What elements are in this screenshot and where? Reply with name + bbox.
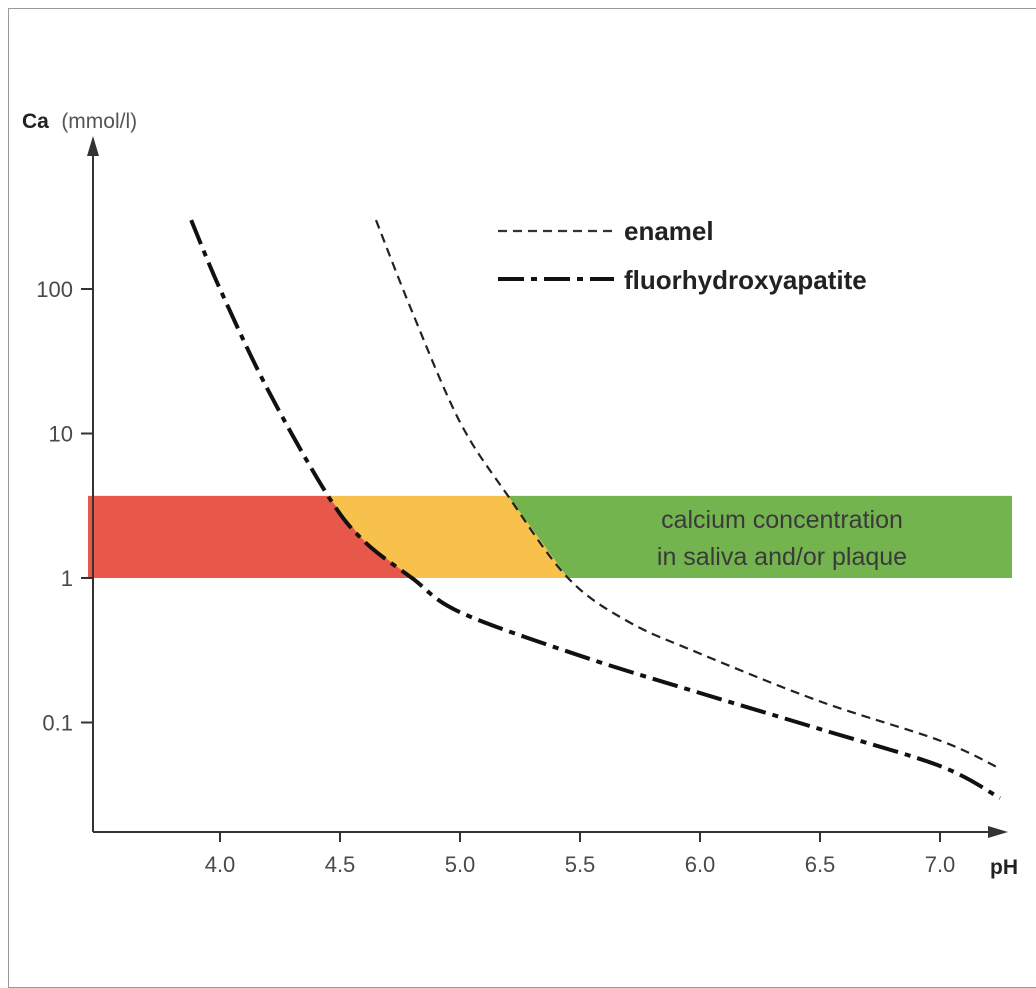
x-tick-label: 6.5 <box>805 852 836 877</box>
x-ticks: 4.0 4.5 5.0 5.5 6.0 6.5 7.0 <box>205 832 956 877</box>
y-ticks: 0.1 1 10 100 <box>36 277 93 736</box>
series-line-enamel <box>374 219 1001 770</box>
x-axis-label: pH <box>990 856 1018 879</box>
x-axis-arrow <box>988 826 1008 838</box>
x-tick-label: 5.0 <box>445 852 476 877</box>
legend: enamel fluorhydroxyapatite <box>498 216 867 295</box>
y-axis-name: Ca <box>22 110 49 133</box>
band-zone-yellow <box>328 495 568 578</box>
band-zone-red <box>88 495 412 578</box>
legend-label-enamel: enamel <box>624 216 714 246</box>
y-tick-label: 10 <box>49 422 73 447</box>
x-tick-label: 4.0 <box>205 852 236 877</box>
chart: calcium concentration in saliva and/or p… <box>22 110 1018 879</box>
y-axis-arrow <box>87 136 99 156</box>
y-axis-unit: (mmol/l) <box>61 110 137 133</box>
band-label-line-2: in saliva and/or plaque <box>657 543 907 571</box>
axes <box>87 136 1008 838</box>
y-tick-label: 0.1 <box>42 711 73 736</box>
y-axis-label: Ca (mmol/l) <box>22 110 137 133</box>
series-line-fluorhydroxyapatite <box>189 219 1001 800</box>
x-tick-label: 6.0 <box>685 852 716 877</box>
band-label-line-1: calcium concentration <box>661 506 903 534</box>
x-tick-label: 5.5 <box>565 852 596 877</box>
band-zone-green <box>508 495 1012 578</box>
x-tick-label: 4.5 <box>325 852 356 877</box>
series-group <box>189 219 1001 800</box>
calcium-band <box>88 495 1012 578</box>
y-tick-label: 100 <box>36 277 73 302</box>
x-tick-label: 7.0 <box>925 852 956 877</box>
y-tick-label: 1 <box>61 566 73 591</box>
legend-label-fluorhydroxyapatite: fluorhydroxyapatite <box>624 265 867 295</box>
